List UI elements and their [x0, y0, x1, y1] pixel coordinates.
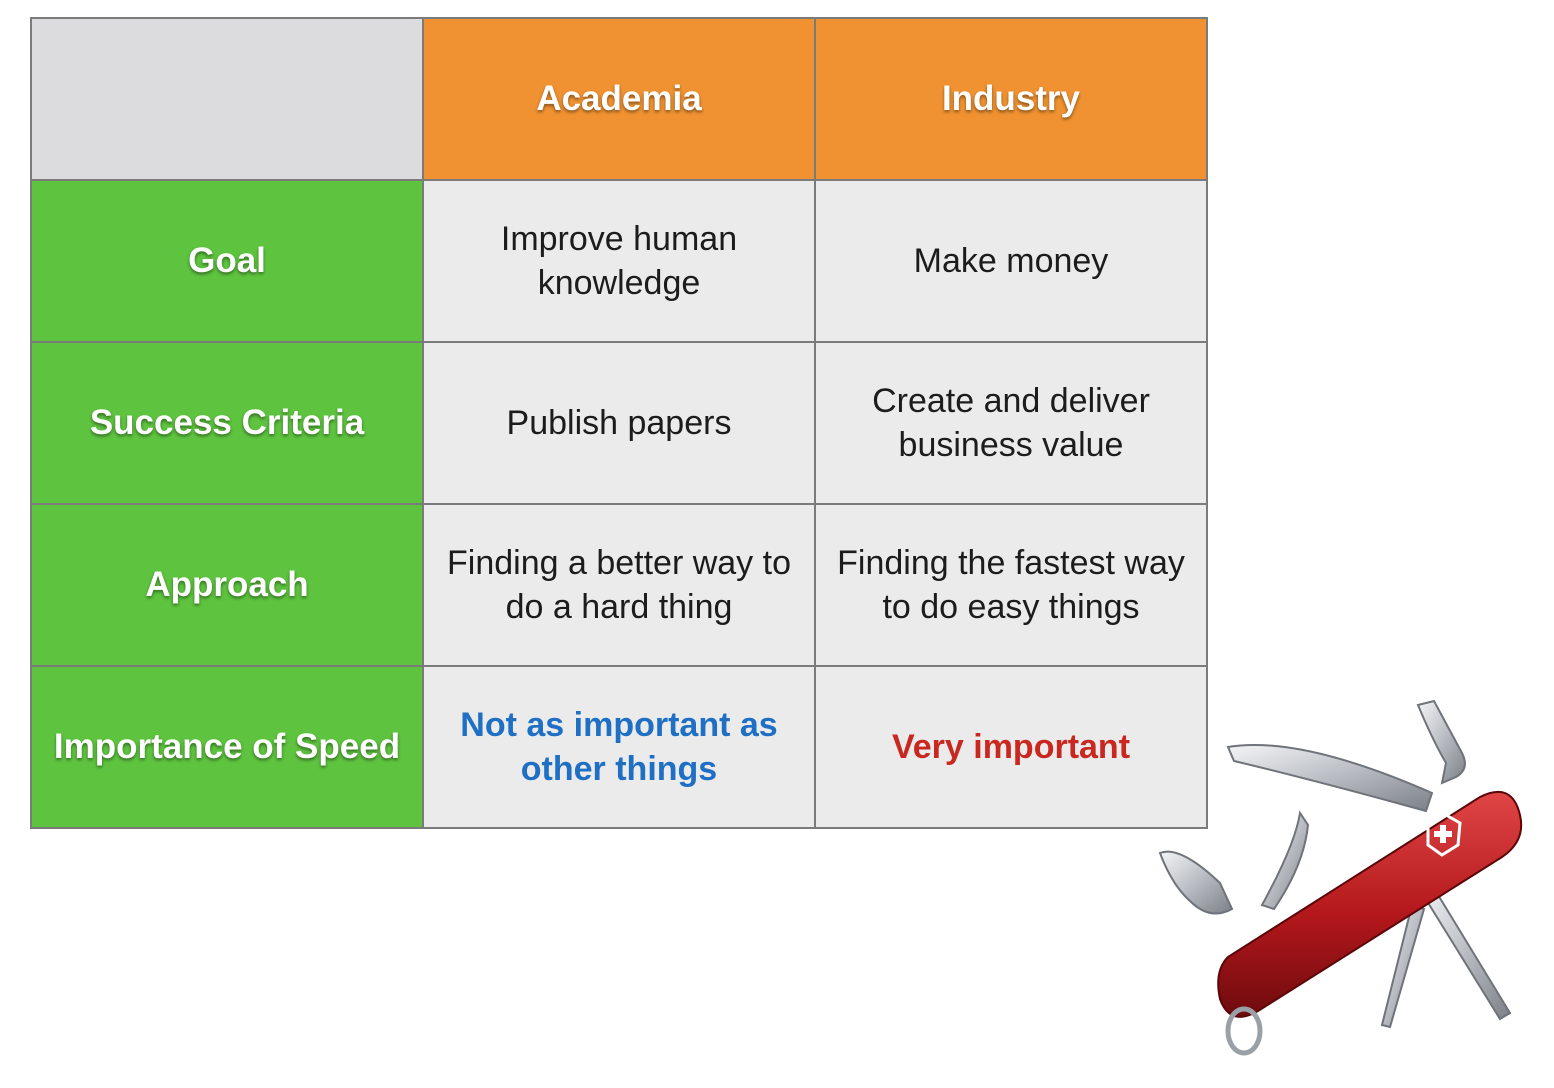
corner-cell: [30, 17, 424, 181]
header-row: Academia Industry: [30, 17, 1208, 181]
cell-text: Make money: [913, 242, 1109, 280]
cell-text: Create and deliver business value: [872, 382, 1150, 464]
cell-success-criteria-academia: Publish papers: [422, 341, 816, 505]
cell-approach-industry: Finding the fastest way to do easy thing…: [814, 503, 1208, 667]
cell-text-highlight: Very important: [891, 728, 1131, 766]
table-row-approach: Approach Finding a better way to do a ha…: [30, 503, 1208, 667]
column-header-academia: Academia: [422, 17, 816, 181]
cell-text: Finding a better way to do a hard thing: [447, 544, 791, 626]
table-row-importance-of-speed: Importance of Speed Not as important as …: [30, 665, 1208, 829]
row-header-goal: Goal: [30, 179, 424, 343]
cell-speed-industry: Very important: [814, 665, 1208, 829]
cell-goal-industry: Make money: [814, 179, 1208, 343]
row-header-approach: Approach: [30, 503, 424, 667]
table-row-goal: Goal Improve human knowledge Make money: [30, 179, 1208, 343]
cell-goal-academia: Improve human knowledge: [422, 179, 816, 343]
swiss-army-knife-icon: [1158, 699, 1523, 1056]
cell-text: Finding the fastest way to do easy thing…: [837, 544, 1185, 626]
column-header-industry: Industry: [814, 17, 1208, 181]
cell-text: Improve human knowledge: [500, 220, 738, 302]
cell-speed-academia: Not as important as other things: [422, 665, 816, 829]
row-header-importance-of-speed: Importance of Speed: [30, 665, 424, 829]
table-row-success-criteria: Success Criteria Publish papers Create a…: [30, 341, 1208, 505]
cell-success-criteria-industry: Create and deliver business value: [814, 341, 1208, 505]
cell-approach-academia: Finding a better way to do a hard thing: [422, 503, 816, 667]
cell-text: Publish papers: [506, 404, 732, 442]
row-header-success-criteria: Success Criteria: [30, 341, 424, 505]
comparison-table: Academia Industry Goal Improve human kno…: [30, 17, 1208, 829]
cell-text-highlight: Not as important as other things: [460, 706, 778, 788]
